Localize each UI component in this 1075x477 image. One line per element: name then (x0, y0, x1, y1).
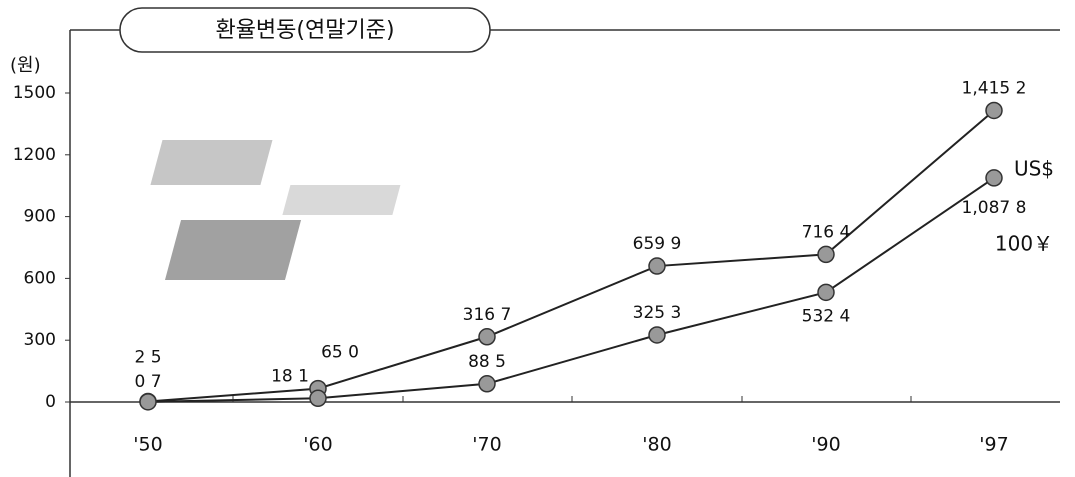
data-label: 0 7 (134, 372, 161, 392)
series-name: 100￥ (995, 232, 1053, 256)
x-tick-label: '60 (303, 434, 332, 456)
chart-title: 환율변동(연말기준) (215, 18, 394, 43)
series-line (147, 109, 995, 403)
data-point (817, 283, 835, 302)
y-tick-label: 1500 (13, 83, 56, 103)
data-label: 325 3 (633, 303, 682, 323)
data-point (648, 257, 666, 275)
title-box (119, 7, 491, 53)
x-tick-label: '90 (811, 434, 840, 456)
data-point (478, 328, 496, 346)
data-point (985, 101, 1003, 120)
y-tick-label: 300 (24, 330, 56, 350)
data-label: 18 1 (271, 366, 309, 386)
y-axis-label: (원) (10, 55, 41, 76)
data-label: 659 9 (633, 234, 682, 254)
x-tick-label: '80 (642, 434, 671, 456)
data-point (478, 375, 496, 393)
data-label: 716 4 (802, 222, 851, 242)
data-point (985, 169, 1003, 187)
data-label: 316 7 (463, 305, 512, 325)
decoration (150, 140, 401, 280)
data-label: 1,415 2 (962, 78, 1027, 98)
data-point (309, 389, 327, 408)
y-tick-label: 600 (24, 268, 56, 288)
y-tick-label: 1200 (13, 145, 56, 165)
data-point (817, 245, 835, 264)
series-line (147, 177, 995, 403)
y-tick-label: 900 (24, 207, 56, 227)
x-tick-label: '97 (979, 434, 1008, 456)
data-label: 1,087 8 (962, 198, 1027, 218)
data-point (139, 393, 157, 411)
series-name: US$ (1014, 157, 1054, 181)
y-tick-label: 0 (45, 392, 56, 412)
data-label: 65 0 (321, 343, 359, 363)
x-tick-label: '70 (472, 434, 501, 456)
data-label: 2 5 (134, 347, 161, 367)
data-point (648, 326, 666, 344)
data-label: 532 4 (802, 306, 851, 326)
x-tick-label: '50 (133, 434, 162, 456)
data-label: 88 5 (468, 352, 506, 372)
